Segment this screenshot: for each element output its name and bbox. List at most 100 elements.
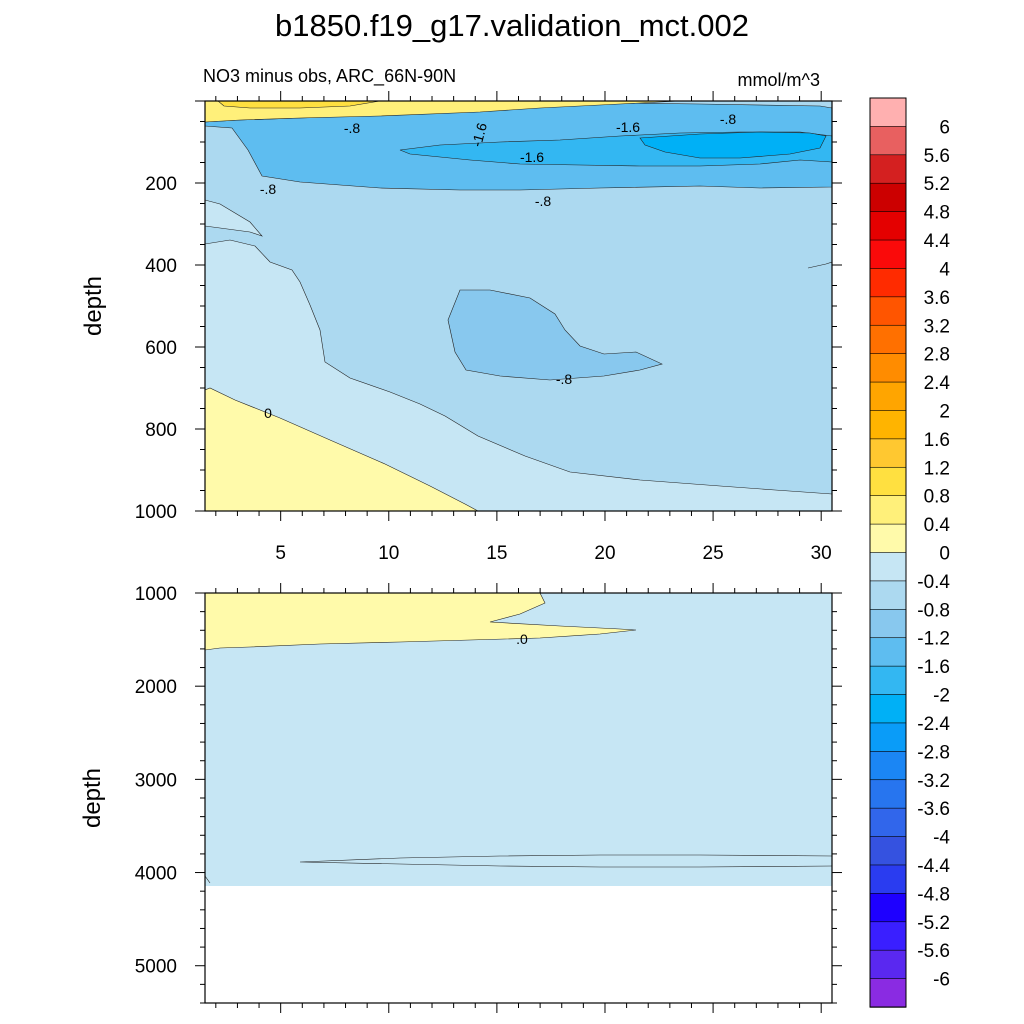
- colorbar-swatch: [869, 552, 907, 582]
- colorbar: 6 5.6 5.2 4.8 4.4 4 3.6 3.2 2.8 2.4 2 1.6 1.2 0.8 0.4 0…: [869, 97, 951, 1008]
- colorbar-swatch: [869, 637, 907, 667]
- lower-y-tick-label: 4000: [135, 864, 177, 885]
- upper-x-tick-label: 25: [703, 543, 724, 564]
- lower-y-tick-label: 1000: [135, 584, 177, 605]
- colorbar-swatch: [869, 182, 907, 213]
- colorbar-frame: [869, 97, 907, 1008]
- colorbar-swatch: [869, 609, 907, 639]
- upper-contour-label: -.8: [344, 120, 361, 136]
- colorbar-label: 5.6: [924, 146, 950, 167]
- upper-x-tick-label: 10: [378, 543, 399, 564]
- colorbar-label: -1.2: [917, 629, 950, 650]
- colorbar-swatch: [869, 751, 907, 781]
- colorbar-label: 1.2: [924, 458, 950, 479]
- lower-contour-left-corner: [205, 875, 211, 884]
- colorbar-swatch: [869, 239, 907, 270]
- upper-x-tick-label: 5: [275, 543, 286, 564]
- colorbar-swatch: [869, 779, 907, 809]
- colorbar-swatch: [869, 211, 907, 241]
- colorbar-swatch: [869, 523, 907, 554]
- colorbar-label: 0: [939, 544, 950, 565]
- colorbar-swatch: [869, 154, 907, 184]
- colorbar-label: 0.4: [924, 515, 951, 536]
- upper-contour-label: -1.6: [520, 149, 544, 165]
- colorbar-label: 4.8: [924, 203, 950, 224]
- colorbar-label: 5.2: [924, 174, 950, 195]
- upper-x-tick-label: 30: [811, 543, 832, 564]
- colorbar-swatch: [869, 949, 907, 980]
- colorbar-label: 3.2: [924, 316, 950, 337]
- colorbar-label: -3.6: [917, 799, 950, 820]
- colorbar-label: -4.4: [917, 856, 950, 877]
- upper-contour-label: -.8: [535, 193, 552, 209]
- colorbar-label: -3.2: [917, 771, 950, 792]
- colorbar-label: 2.4: [924, 373, 951, 394]
- upper-contour-label: -1.6: [616, 119, 640, 135]
- upper-x-tick-label: 15: [486, 543, 507, 564]
- colorbar-swatch: [869, 353, 907, 383]
- colorbar-swatch: [869, 665, 907, 696]
- colorbar-swatch: [869, 580, 907, 611]
- lower-panel: .0 1000 2000 3000 4000 5000 depth: [79, 583, 842, 1013]
- colorbar-label: -1.6: [917, 657, 950, 678]
- lower-contour-deep-line: [299, 854, 832, 868]
- colorbar-swatch: [869, 126, 907, 156]
- colorbar-swatch: [869, 694, 907, 724]
- colorbar-label: -4: [933, 828, 950, 849]
- upper-fill-band-mid-patch: [447, 289, 663, 381]
- colorbar-swatch: [869, 438, 907, 468]
- colorbar-swatch: [869, 495, 907, 525]
- colorbar-label: -6: [933, 970, 950, 991]
- colorbar-label: 0.8: [924, 487, 950, 508]
- colorbar-label: -0.8: [917, 600, 950, 621]
- colorbar-label: 2: [939, 401, 950, 422]
- upper-y-tick-label: 200: [145, 174, 177, 195]
- upper-contour-label: 0: [264, 405, 272, 421]
- upper-y-tick-label: 1000: [135, 502, 177, 523]
- lower-y-axis-label: depth: [79, 768, 106, 828]
- colorbar-swatch: [869, 381, 907, 412]
- colorbar-label: 4: [939, 259, 950, 280]
- lower-contour-label: .0: [516, 631, 528, 647]
- lower-y-tick-label: 2000: [135, 677, 177, 698]
- upper-fill-band-lens-small: [205, 199, 263, 237]
- panel-subtitle-left: NO3 minus obs, ARC_66N-90N: [203, 66, 456, 87]
- upper-fill-band-surface-warm: [217, 101, 381, 109]
- upper-contour-label: -1.6: [468, 121, 490, 149]
- colorbar-label: -4.8: [917, 884, 950, 905]
- upper-fill-band-core-max: [639, 131, 827, 159]
- colorbar-swatch: [869, 807, 907, 838]
- upper-y-tick-label: 800: [145, 420, 177, 441]
- upper-fill-band-west-lobe: [205, 239, 832, 511]
- colorbar-label: -5.6: [917, 941, 950, 962]
- lower-y-tick-label: 3000: [135, 770, 177, 791]
- colorbar-label: 6: [939, 117, 950, 138]
- upper-y-axis-label: depth: [80, 276, 107, 336]
- colorbar-swatch: [869, 410, 907, 440]
- colorbar-label: -0.4: [917, 572, 950, 593]
- colorbar-swatch: [869, 324, 907, 355]
- lower-y-tick-label: 5000: [135, 957, 177, 978]
- colorbar-swatch: [869, 836, 907, 866]
- colorbar-swatch: [869, 466, 907, 497]
- chart-title: b1850.f19_g17.validation_mct.002: [275, 8, 749, 43]
- colorbar-swatch: [869, 97, 907, 128]
- upper-edge-line: [807, 261, 832, 269]
- upper-contour-label: -.8: [260, 181, 277, 197]
- colorbar-swatch: [869, 921, 907, 951]
- upper-contour-label: -.8: [720, 111, 737, 127]
- colorbar-label: -2.8: [917, 742, 950, 763]
- colorbar-label: 2.8: [924, 345, 950, 366]
- colorbar-swatch: [869, 978, 907, 1008]
- colorbar-label: 1.6: [924, 430, 950, 451]
- colorbar-label: -2: [933, 686, 950, 707]
- colorbar-label: -5.2: [917, 913, 950, 934]
- colorbar-swatch: [869, 296, 907, 326]
- colorbar-label: -2.4: [917, 714, 950, 735]
- upper-y-tick-label: 400: [145, 256, 177, 277]
- upper-fill-band-positive-corner: [205, 387, 479, 511]
- colorbar-swatch: [869, 722, 907, 753]
- upper-contour-label: -.8: [556, 371, 573, 387]
- colorbar-label: 4.4: [924, 231, 951, 252]
